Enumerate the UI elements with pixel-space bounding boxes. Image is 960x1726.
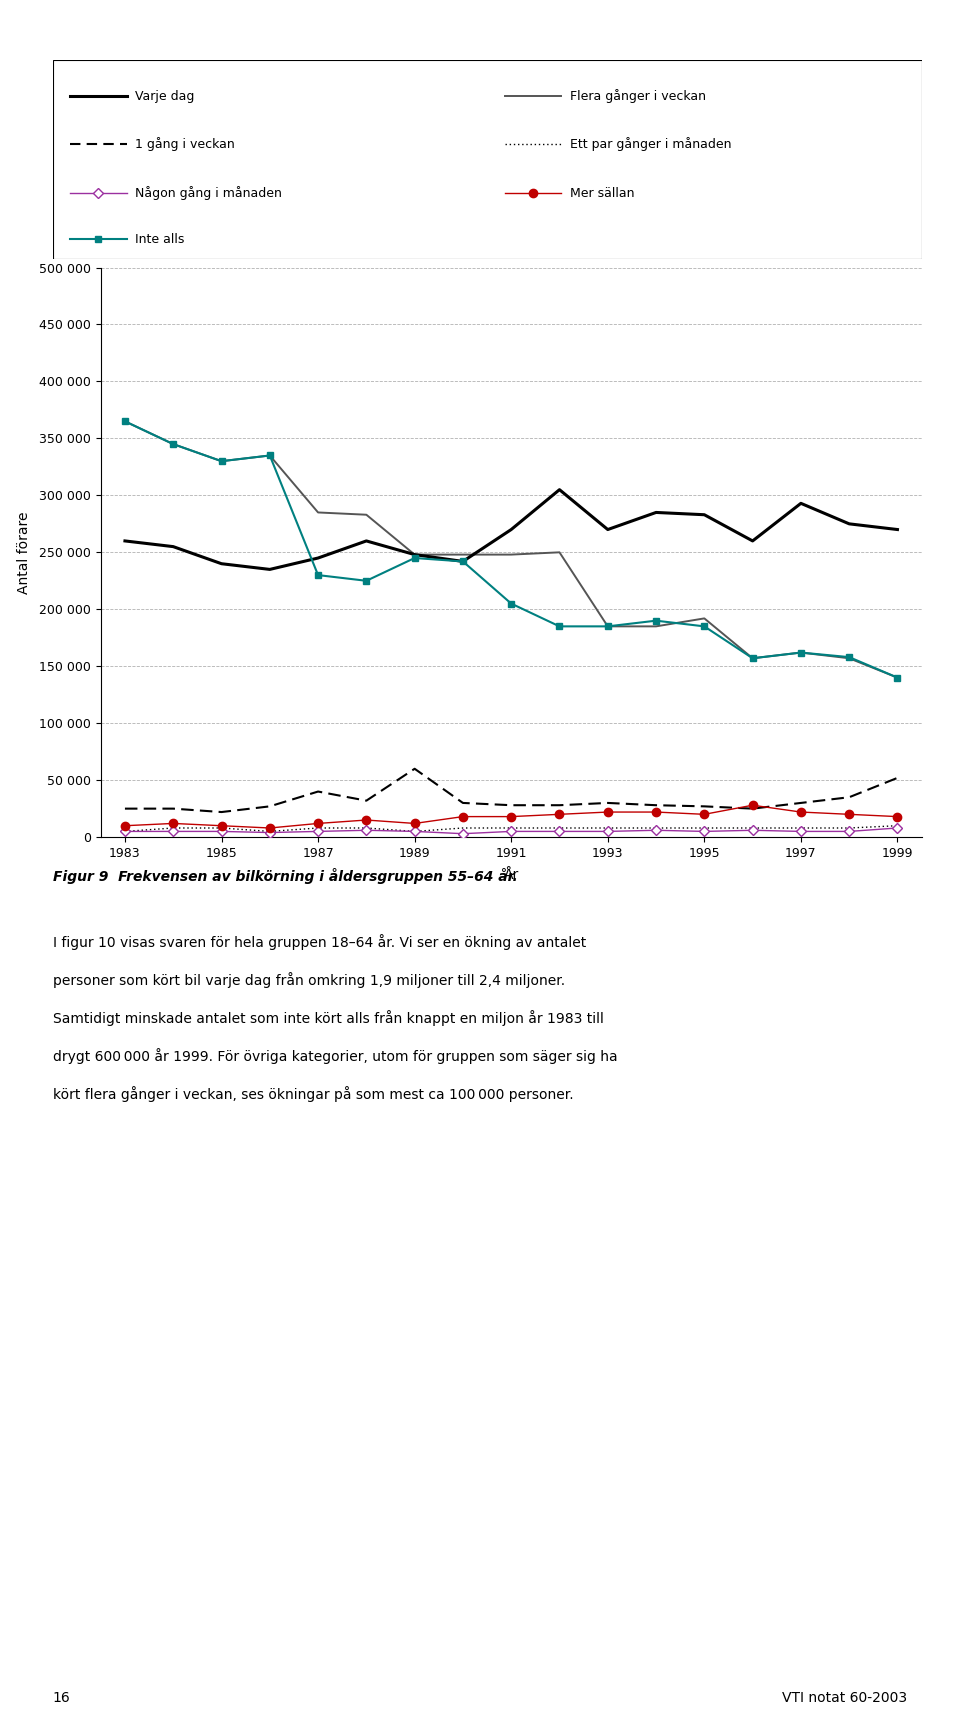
Text: Mer sällan: Mer sällan: [569, 186, 635, 200]
Text: VTI notat 60-2003: VTI notat 60-2003: [782, 1691, 907, 1705]
Text: 1 gång i veckan: 1 gång i veckan: [135, 136, 235, 150]
Text: personer som kört bil varje dag från omkring 1,9 miljoner till 2,4 miljoner.: personer som kört bil varje dag från omk…: [53, 972, 564, 987]
Text: kört flera gånger i veckan, ses ökningar på som mest ca 100 000 personer.: kört flera gånger i veckan, ses ökningar…: [53, 1086, 573, 1101]
Text: drygt 600 000 år 1999. För övriga kategorier, utom för gruppen som säger sig ha: drygt 600 000 år 1999. För övriga katego…: [53, 1048, 617, 1063]
Text: I figur 10 visas svaren för hela gruppen 18–64 år. Vi ser en ökning av antalet: I figur 10 visas svaren för hela gruppen…: [53, 934, 586, 949]
Text: Varje dag: Varje dag: [135, 90, 195, 102]
Y-axis label: Antal förare: Antal förare: [16, 511, 31, 594]
X-axis label: År: År: [504, 868, 518, 882]
Text: 16: 16: [53, 1691, 70, 1705]
Text: Någon gång i månaden: Någon gång i månaden: [135, 186, 282, 200]
Text: Samtidigt minskade antalet som inte kört alls från knappt en miljon år 1983 till: Samtidigt minskade antalet som inte kört…: [53, 1010, 604, 1025]
Text: Ett par gånger i månaden: Ett par gånger i månaden: [569, 136, 732, 150]
Text: Figur 9  Frekvensen av bilkörning i åldersgruppen 55–64 år.: Figur 9 Frekvensen av bilkörning i ålder…: [53, 868, 517, 884]
Text: Inte alls: Inte alls: [135, 233, 184, 245]
Text: Flera gånger i veckan: Flera gånger i veckan: [569, 90, 706, 104]
